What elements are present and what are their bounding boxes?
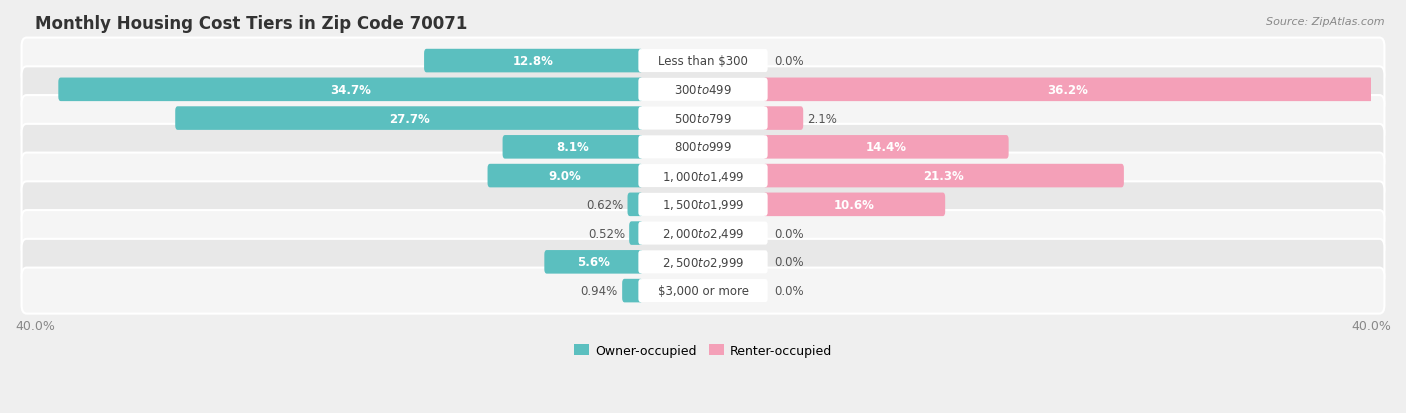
Text: 0.52%: 0.52% xyxy=(588,227,626,240)
FancyBboxPatch shape xyxy=(21,268,1385,314)
Text: 10.6%: 10.6% xyxy=(834,198,875,211)
Text: Less than $300: Less than $300 xyxy=(658,55,748,68)
Text: 34.7%: 34.7% xyxy=(330,83,371,97)
FancyBboxPatch shape xyxy=(21,67,1385,113)
FancyBboxPatch shape xyxy=(763,164,1123,188)
Text: Monthly Housing Cost Tiers in Zip Code 70071: Monthly Housing Cost Tiers in Zip Code 7… xyxy=(35,15,467,33)
FancyBboxPatch shape xyxy=(763,193,945,216)
Text: 0.0%: 0.0% xyxy=(773,55,804,68)
Text: Source: ZipAtlas.com: Source: ZipAtlas.com xyxy=(1267,17,1385,26)
FancyBboxPatch shape xyxy=(21,38,1385,84)
FancyBboxPatch shape xyxy=(763,107,803,131)
Text: 0.94%: 0.94% xyxy=(581,285,619,297)
FancyBboxPatch shape xyxy=(638,78,768,102)
FancyBboxPatch shape xyxy=(627,193,643,216)
FancyBboxPatch shape xyxy=(638,50,768,73)
FancyBboxPatch shape xyxy=(628,222,643,245)
Text: 36.2%: 36.2% xyxy=(1047,83,1088,97)
Text: 14.4%: 14.4% xyxy=(865,141,907,154)
Text: 2.1%: 2.1% xyxy=(807,112,837,125)
Text: 0.0%: 0.0% xyxy=(773,285,804,297)
FancyBboxPatch shape xyxy=(502,136,643,159)
FancyBboxPatch shape xyxy=(21,125,1385,171)
FancyBboxPatch shape xyxy=(425,50,643,73)
FancyBboxPatch shape xyxy=(638,136,768,159)
Text: 0.62%: 0.62% xyxy=(586,198,623,211)
FancyBboxPatch shape xyxy=(638,165,768,188)
Text: $2,500 to $2,999: $2,500 to $2,999 xyxy=(662,255,744,269)
FancyBboxPatch shape xyxy=(638,222,768,245)
FancyBboxPatch shape xyxy=(638,280,768,302)
FancyBboxPatch shape xyxy=(638,107,768,130)
Text: 12.8%: 12.8% xyxy=(513,55,554,68)
FancyBboxPatch shape xyxy=(638,193,768,216)
Legend: Owner-occupied, Renter-occupied: Owner-occupied, Renter-occupied xyxy=(568,339,838,362)
Text: 0.0%: 0.0% xyxy=(773,256,804,269)
FancyBboxPatch shape xyxy=(763,78,1372,102)
Text: 0.0%: 0.0% xyxy=(773,227,804,240)
Text: 27.7%: 27.7% xyxy=(388,112,429,125)
Text: $1,000 to $1,499: $1,000 to $1,499 xyxy=(662,169,744,183)
Text: $500 to $799: $500 to $799 xyxy=(673,112,733,125)
Text: $2,000 to $2,499: $2,000 to $2,499 xyxy=(662,227,744,240)
FancyBboxPatch shape xyxy=(21,211,1385,256)
FancyBboxPatch shape xyxy=(58,78,643,102)
FancyBboxPatch shape xyxy=(21,239,1385,285)
Text: 8.1%: 8.1% xyxy=(557,141,589,154)
FancyBboxPatch shape xyxy=(21,182,1385,228)
Text: $300 to $499: $300 to $499 xyxy=(673,83,733,97)
FancyBboxPatch shape xyxy=(638,251,768,274)
FancyBboxPatch shape xyxy=(488,164,643,188)
Text: 9.0%: 9.0% xyxy=(548,170,582,183)
FancyBboxPatch shape xyxy=(176,107,643,131)
FancyBboxPatch shape xyxy=(21,96,1385,142)
Text: $3,000 or more: $3,000 or more xyxy=(658,285,748,297)
Text: 5.6%: 5.6% xyxy=(578,256,610,269)
Text: $1,500 to $1,999: $1,500 to $1,999 xyxy=(662,198,744,212)
FancyBboxPatch shape xyxy=(763,136,1008,159)
FancyBboxPatch shape xyxy=(21,153,1385,199)
FancyBboxPatch shape xyxy=(623,279,643,303)
Text: $800 to $999: $800 to $999 xyxy=(673,141,733,154)
Text: 21.3%: 21.3% xyxy=(924,170,965,183)
FancyBboxPatch shape xyxy=(544,250,643,274)
